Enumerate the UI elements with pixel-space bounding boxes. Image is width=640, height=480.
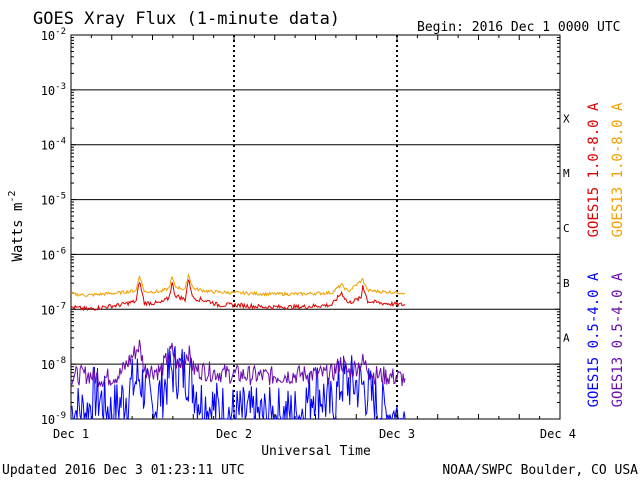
x-tick-label: Dec 3 (379, 427, 415, 441)
series-line-goes15-1-0-8-0-a (70, 279, 406, 312)
flare-class-label: A (563, 332, 570, 345)
begin-time: Begin: 2016 Dec 1 0000 UTC (417, 20, 621, 35)
y-axis-label: Watts m-2 (7, 190, 26, 261)
updated-time: Updated 2016 Dec 3 01:23:11 UTC (2, 463, 245, 478)
y-tick-label: 10-5 (41, 192, 66, 208)
x-axis-label: Universal Time (261, 444, 371, 459)
y-tick-label: 10-8 (41, 356, 66, 372)
legend-label: GOES15 0.5-4.0 A (586, 272, 602, 407)
flare-class-label: B (563, 277, 570, 290)
flare-class-label: C (563, 222, 570, 235)
legend-entry: GOES13 1.0-8.0 A (610, 102, 626, 237)
x-tick-label: Dec 4 (540, 427, 576, 441)
series-line-goes13-0-5-4-0-a (70, 339, 406, 388)
chart-title: GOES Xray Flux (1-minute data) (33, 9, 340, 29)
y-tick-label: 10-2 (41, 27, 66, 43)
data-source: NOAA/SWPC Boulder, CO USA (442, 463, 638, 478)
y-tick-label: 10-9 (41, 411, 66, 427)
legend-label: GOES15 1.0-8.0 A (586, 102, 602, 237)
legend-label: GOES13 0.5-4.0 A (610, 272, 626, 407)
series-line-goes13-1-0-8-0-a (70, 272, 406, 298)
flare-class-label: X (563, 112, 570, 125)
y-axis-label-group: Watts m-2 (7, 190, 26, 261)
plot-frame (70, 34, 561, 420)
flare-class-label: M (563, 167, 570, 180)
series-line-goes15-0-5-4-0-a (70, 346, 406, 421)
legend-entry: GOES15 0.5-4.0 A (586, 272, 602, 407)
x-tick-label: Dec 2 (216, 427, 252, 441)
y-tick-label: 10-7 (41, 301, 66, 317)
x-tick-label: Dec 1 (53, 427, 89, 441)
legend-entry: GOES13 0.5-4.0 A (610, 272, 626, 407)
y-tick-label: 10-3 (41, 82, 66, 98)
y-tick-label: 10-4 (41, 137, 66, 153)
legend-entry: GOES15 1.0-8.0 A (586, 102, 602, 237)
y-tick-label: 10-6 (41, 246, 66, 262)
legend-label: GOES13 1.0-8.0 A (610, 102, 626, 237)
